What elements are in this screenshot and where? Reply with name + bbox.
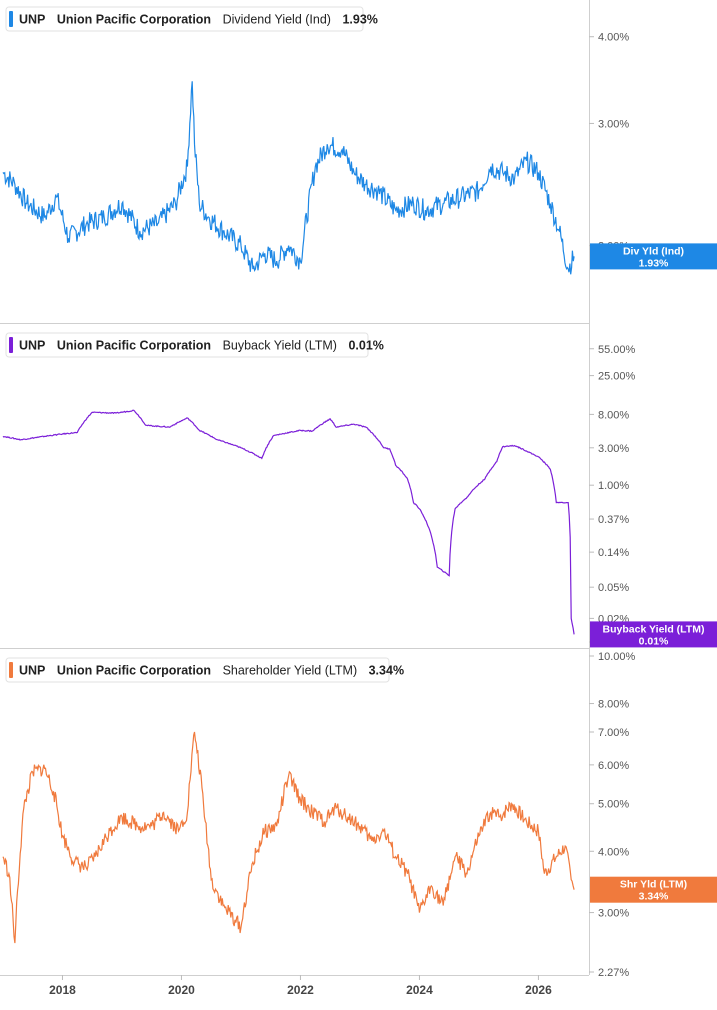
end-tag-background bbox=[590, 621, 717, 648]
legend-current-value: 3.34% bbox=[369, 664, 404, 678]
legend-color-bar bbox=[9, 11, 13, 27]
dividend-yield-end-tag: Div Yld (Ind) 1.93% bbox=[590, 243, 717, 269]
end-tag-label: Shr Yld (LTM) bbox=[620, 879, 687, 891]
y-tick-label: 4.00% bbox=[598, 32, 629, 44]
legend-color-bar bbox=[9, 337, 13, 353]
shareholder-yield-panel: 10.00% 8.00% 7.00% 6.00% 5.00% 4.00% 3.00% 2.27… bbox=[2, 651, 717, 979]
legend-series-name: Dividend Yield (Ind) bbox=[223, 13, 331, 27]
x-axis-ticks: 2018 2020 2022 2024 2026 bbox=[49, 975, 552, 997]
dividend-yield-panel: 4.00%3.00%2.00% UNP Union Pacific Corpor… bbox=[2, 6, 717, 275]
y-tick-label: 8.00% bbox=[598, 409, 629, 421]
legend-series-name: Buyback Yield (LTM) bbox=[223, 339, 337, 353]
dividend-yield-legend: UNP Union Pacific Corporation Dividend Y… bbox=[5, 6, 378, 32]
y-tick-label: 7.00% bbox=[598, 727, 629, 739]
y-tick-label: 10.00% bbox=[598, 651, 636, 663]
y-tick-label: 5.00% bbox=[598, 799, 629, 811]
legend-box bbox=[5, 6, 364, 32]
y-tick-label: 3.00% bbox=[598, 443, 629, 455]
legend-series-name: Shareholder Yield (LTM) bbox=[223, 664, 358, 678]
y-tick-label: 3.00% bbox=[598, 908, 629, 920]
dividend-yield-y-ticks: 4.00%3.00%2.00% bbox=[589, 32, 629, 253]
legend-box bbox=[5, 332, 369, 358]
buyback-yield-line bbox=[2, 409, 575, 635]
svg-text:UNP Union Pacific Corp: UNP Union Pacific Corporation Shareholde… bbox=[19, 664, 404, 678]
y-tick-label: 0.37% bbox=[598, 514, 629, 526]
x-tick-label: 2024 bbox=[406, 983, 433, 997]
legend-box bbox=[5, 657, 390, 683]
y-tick-label: 0.05% bbox=[598, 582, 629, 594]
y-tick-label: 8.00% bbox=[598, 699, 629, 711]
legend-company: Union Pacific Corporation bbox=[57, 664, 211, 678]
legend-current-value: 1.93% bbox=[342, 13, 377, 27]
svg-text:UNP Union Pacific Corp: UNP Union Pacific Corporation Dividend Y… bbox=[19, 13, 378, 27]
legend-ticker: UNP bbox=[19, 339, 45, 353]
end-tag-label: Buyback Yield (LTM) bbox=[603, 623, 705, 635]
x-tick-label: 2026 bbox=[525, 983, 552, 997]
end-tag-label: Div Yld (Ind) bbox=[623, 245, 684, 257]
legend-color-bar bbox=[9, 662, 13, 678]
y-tick-label: 0.14% bbox=[598, 547, 629, 559]
legend-ticker: UNP bbox=[19, 664, 45, 678]
end-tag-background bbox=[590, 876, 717, 903]
end-tag-value: 0.01% bbox=[639, 635, 669, 647]
y-tick-label: 4.00% bbox=[598, 846, 629, 858]
legend-company: Union Pacific Corporation bbox=[57, 339, 211, 353]
y-tick-label: 25.00% bbox=[598, 371, 636, 383]
legend-ticker: UNP bbox=[19, 13, 45, 27]
y-tick-label: 1.00% bbox=[598, 480, 629, 492]
buyback-yield-panel: 55.00% 25.00% 8.00% 3.00% 1.00% 0.37% 0.14% 0.0… bbox=[2, 332, 717, 649]
shareholder-yield-y-ticks: 10.00% 8.00% 7.00% 6.00% 5.00% 4.00% 3.00% 2.27… bbox=[589, 651, 636, 979]
x-tick-label: 2022 bbox=[287, 983, 314, 997]
y-tick-label: 2.27% bbox=[598, 967, 629, 979]
shareholder-yield-end-tag: Shr Yld (LTM) 3.34% bbox=[590, 876, 717, 903]
x-tick-label: 2020 bbox=[168, 983, 195, 997]
shareholder-yield-line bbox=[2, 731, 575, 944]
y-tick-label: 6.00% bbox=[598, 760, 629, 772]
y-tick-label: 55.00% bbox=[598, 344, 636, 356]
y-tick-label: 3.00% bbox=[598, 118, 629, 130]
end-tag-background bbox=[590, 243, 717, 270]
legend-current-value: 0.01% bbox=[348, 339, 383, 353]
buyback-yield-y-ticks: 55.00% 25.00% 8.00% 3.00% 1.00% 0.37% 0.14% 0.0… bbox=[589, 344, 636, 649]
dividend-yield-line bbox=[2, 81, 575, 275]
buyback-yield-legend: UNP Union Pacific Corporation Buyback Yi… bbox=[5, 332, 384, 358]
legend-company: Union Pacific Corporation bbox=[57, 13, 211, 27]
x-tick-label: 2018 bbox=[49, 983, 76, 997]
svg-text:UNP Union Pacific Corp: UNP Union Pacific Corporation Buyback Yi… bbox=[19, 339, 384, 353]
shareholder-yield-legend: UNP Union Pacific Corporation Shareholde… bbox=[5, 657, 404, 683]
end-tag-value: 3.34% bbox=[639, 891, 669, 903]
buyback-yield-end-tag: Buyback Yield (LTM) 0.01% bbox=[590, 621, 717, 648]
end-tag-value: 1.93% bbox=[639, 257, 669, 269]
